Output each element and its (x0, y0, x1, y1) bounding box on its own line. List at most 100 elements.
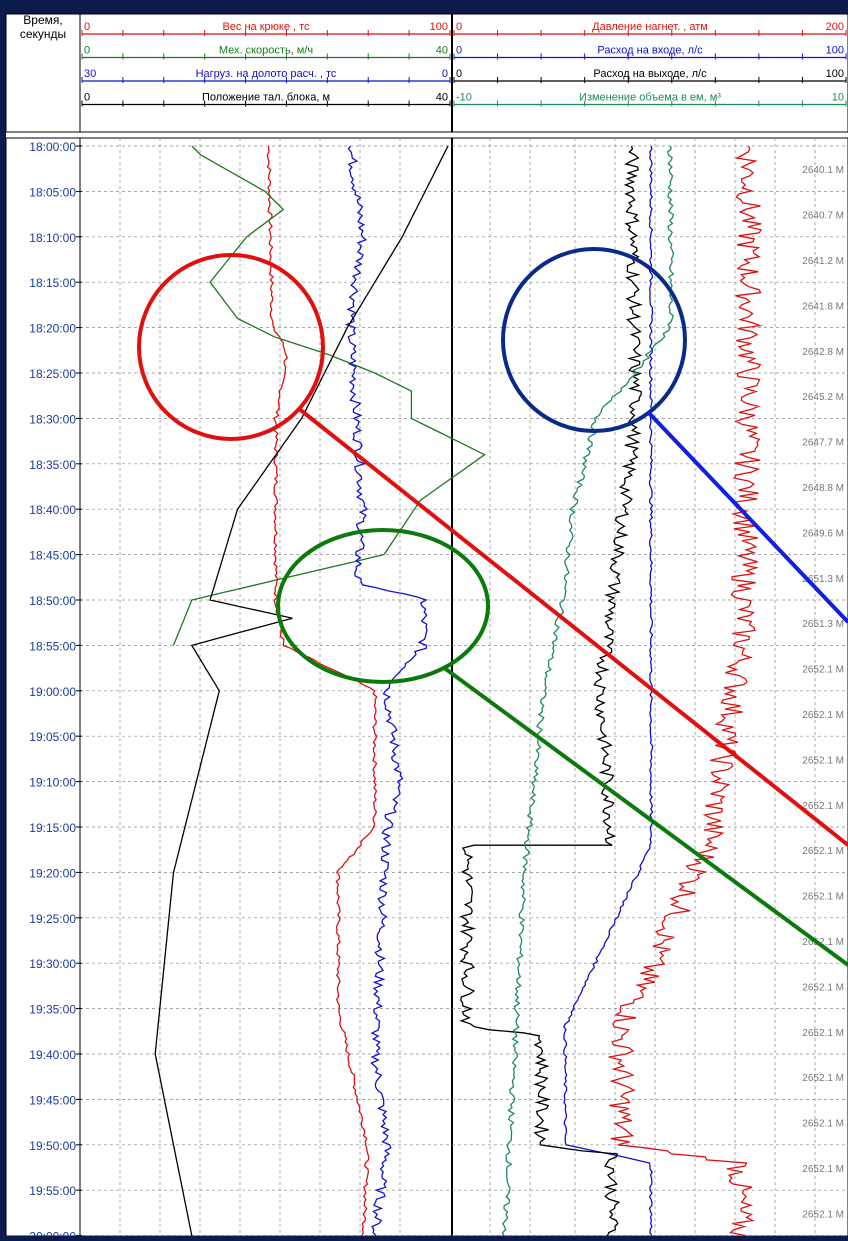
time-tick-label: 18:05:00 (29, 185, 76, 199)
time-tick-label: 18:15:00 (29, 276, 76, 290)
header-series-name: Вес на крюке , тс (222, 21, 310, 33)
time-tick-label: 19:40:00 (29, 1048, 76, 1062)
depth-label: 2649.6 M (802, 528, 844, 539)
time-tick-label: 18:00:00 (29, 140, 76, 154)
depth-label: 2651.3 M (802, 574, 844, 585)
time-label-line2: секунды (20, 27, 66, 41)
header-scale-min: 0 (84, 21, 90, 33)
depth-label: 2647.7 M (802, 438, 844, 449)
depth-label: 2652.1 M (802, 710, 844, 721)
header-scale-max: 100 (430, 21, 448, 33)
header-series-name: Давление нагнет. , атм (592, 21, 708, 33)
header-series-name: Изменение объема в ем, м³ (579, 92, 721, 104)
callout-line-red (296, 406, 848, 847)
header-frame (5, 13, 848, 133)
time-tick-label: 19:20:00 (29, 866, 76, 880)
highlight-circle-red (137, 253, 325, 441)
series-line (154, 145, 449, 1236)
depth-label: 2652.1 M (802, 665, 844, 676)
depth-label: 2641.2 M (802, 256, 844, 267)
header-scale-max: 10 (832, 92, 844, 104)
series-line (459, 145, 643, 1236)
time-tick-label: 20:00:00 (29, 1230, 76, 1236)
time-axis: 18:00:00 18:05:00 18:10:00 18:15:00 18:20:00… (29, 140, 82, 1241)
depth-label: 2652.1 M (802, 892, 844, 903)
depth-label: 2645.2 M (802, 392, 844, 403)
time-label-line1: Время, (23, 13, 62, 27)
depth-label: 2640.1 M (802, 165, 844, 176)
depth-label: 2640.7 M (802, 211, 844, 222)
header-scale-min: 0 (84, 92, 90, 104)
time-tick-label: 19:55:00 (29, 1184, 76, 1198)
header-scale-min: 30 (84, 68, 96, 80)
time-tick-label: 18:45:00 (29, 549, 76, 563)
time-tick-label: 19:45:00 (29, 1093, 76, 1107)
time-tick-label: 18:50:00 (29, 594, 76, 608)
time-tick-label: 18:10:00 (29, 231, 76, 245)
header-scale-max: 100 (826, 45, 844, 57)
depth-label: 2652.1 M (802, 1209, 844, 1220)
depth-label: 2652.1 M (802, 1073, 844, 1084)
depth-label: 2648.8 M (802, 483, 844, 494)
time-tick-label: 19:35:00 (29, 1003, 76, 1017)
header-scale-min: 0 (84, 45, 90, 57)
depth-label: 2641.8 M (802, 301, 844, 312)
chart-body-frame (5, 137, 848, 1237)
highlight-circle-green (276, 528, 490, 684)
depth-label: 2652.1 M (802, 846, 844, 857)
series-line (344, 145, 428, 1237)
depth-label: 2652.1 M (802, 755, 844, 766)
header-scale-min: -10 (456, 92, 472, 104)
depth-label: 2652.1 M (802, 1119, 844, 1130)
header-series-name: Мех. скорость, м/ч (219, 45, 313, 57)
depth-label: 2642.8 M (802, 347, 844, 358)
highlight-circle-blue (501, 247, 687, 433)
header-scale-max: 100 (826, 68, 844, 80)
depth-label: 2652.1 M (802, 982, 844, 993)
header-series-name: Нагруз. на долото расч. , тс (196, 68, 337, 80)
series-line (266, 146, 378, 1236)
series-line (608, 145, 763, 1237)
time-tick-label: 18:20:00 (29, 322, 76, 336)
header-scale-min: 0 (456, 45, 462, 57)
header-scale-max: 40 (436, 92, 448, 104)
time-tick-label: 19:30:00 (29, 957, 76, 971)
depth-label: 2652.1 M (802, 1164, 844, 1175)
header-series-name: Расход на входе, л/с (597, 45, 703, 57)
time-tick-label: 19:15:00 (29, 821, 76, 835)
depth-label: 2651.3 M (802, 619, 844, 630)
time-tick-label: 19:10:00 (29, 776, 76, 790)
header-scale-min: 0 (456, 68, 462, 80)
depth-label: 2652.1 M (802, 937, 844, 948)
header-series-name: Положение тал. блока, м (202, 92, 330, 104)
time-tick-label: 18:35:00 (29, 458, 76, 472)
time-tick-label: 19:05:00 (29, 730, 76, 744)
time-tick-label: 19:25:00 (29, 912, 76, 926)
depth-label: 2652.1 M (802, 1028, 844, 1039)
depth-label: 2652.1 M (802, 801, 844, 812)
time-tick-label: 18:55:00 (29, 639, 76, 653)
header-scale-max: 200 (826, 21, 844, 33)
grid-lines (80, 138, 848, 1236)
series-layer (154, 145, 763, 1237)
time-tick-label: 18:40:00 (29, 503, 76, 517)
depth-labels: 2640.1 M 2640.7 M 2641.2 M 2641.8 M 2642.8 M… (802, 165, 844, 1220)
header-scale-min: 0 (456, 21, 462, 33)
header-series-name: Расход на выходе, л/с (593, 68, 707, 80)
time-tick-label: 18:30:00 (29, 412, 76, 426)
header-scale-max: 0 (442, 68, 448, 80)
time-tick-label: 19:00:00 (29, 685, 76, 699)
left-panel-header: 0 100 Вес на крюке , тс 0 40 Мех. скорость, м… (81, 21, 451, 107)
series-line (172, 145, 486, 646)
time-tick-label: 18:25:00 (29, 367, 76, 381)
highlight-annotations (137, 247, 848, 967)
time-tick-label: 19:50:00 (29, 1139, 76, 1153)
series-line (501, 145, 675, 1236)
callout-line-green (441, 665, 848, 967)
callout-line-blue (646, 410, 848, 624)
header-scale-max: 40 (436, 45, 448, 57)
